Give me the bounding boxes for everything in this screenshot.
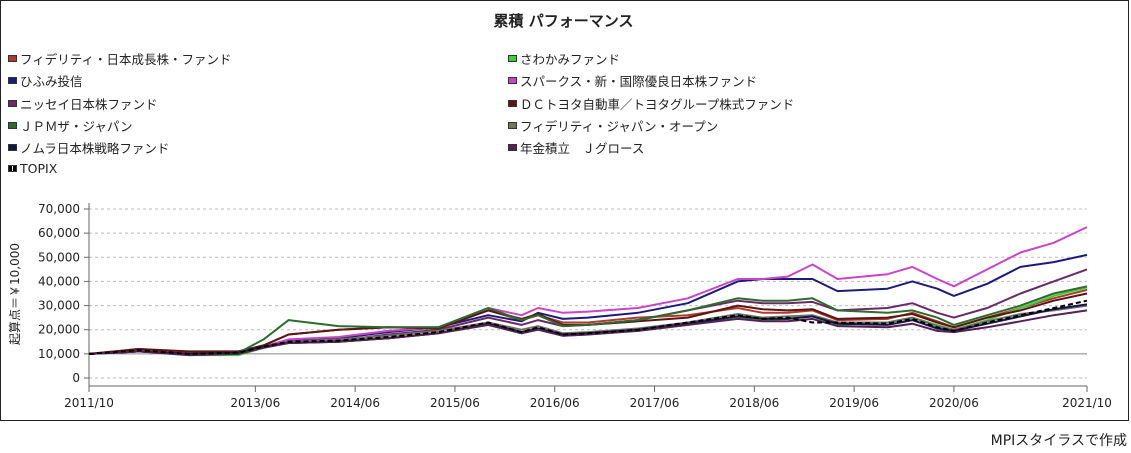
x-tick-label: 2020/06 xyxy=(929,396,979,410)
y-tick-label: 0 xyxy=(72,371,80,385)
credit-text: MPIスタイラスで作成 xyxy=(990,433,1127,449)
legend-item: さわかみファンド xyxy=(508,49,620,68)
legend-item: ニッセイ日本株ファンド xyxy=(8,94,158,113)
y-tick-label: 20,000 xyxy=(38,323,80,337)
legend-item: フィデリティ・ジャパン・オープン xyxy=(508,116,718,135)
legend-label: ノムラ日本株戦略ファンド xyxy=(20,141,170,157)
series-line-fund xyxy=(88,285,1088,355)
y-tick-label: 60,000 xyxy=(38,226,80,240)
x-tick-label: 2021/10 xyxy=(1062,396,1112,410)
y-tick-label: 30,000 xyxy=(38,299,80,313)
legend-label: スパークス・新・国際優良日本株ファンド xyxy=(520,74,758,90)
legend-label: さわかみファンド xyxy=(520,52,621,67)
legend-item: TOPIX xyxy=(8,161,57,176)
legend-item: スパークス・新・国際優良日本株ファンド xyxy=(508,71,757,90)
legend-item: ひふみ投信 xyxy=(8,71,83,90)
legend-swatch xyxy=(508,144,517,152)
legend-item: ＤＣトヨタ自動車／トヨタグループ株式ファンド xyxy=(508,94,794,113)
legend-label: 年金積立 Ｊグロース xyxy=(520,141,645,157)
legend-swatch xyxy=(508,121,517,129)
legend-item: 年金積立 Ｊグロース xyxy=(508,138,644,157)
series-line-fund xyxy=(88,309,1088,357)
series-line-fund xyxy=(88,292,1088,355)
legend-swatch xyxy=(508,55,517,62)
legend-swatch xyxy=(8,77,17,85)
chart-frame xyxy=(0,0,1129,421)
legend-swatch xyxy=(8,99,17,107)
x-tick-label: 2015/06 xyxy=(430,396,480,410)
x-tick-label: 2017/06 xyxy=(630,396,680,410)
y-tick-label: 70,000 xyxy=(38,202,80,216)
series-line-fund xyxy=(88,253,1088,355)
y-axis-title: 起算点＝￥10,000 xyxy=(7,243,22,345)
legend-swatch xyxy=(508,99,517,107)
x-tick-label: 2011/10 xyxy=(64,396,114,410)
series-line-topix xyxy=(88,299,1088,355)
x-tick-label: 2016/06 xyxy=(530,396,580,410)
x-tick-label: 2013/06 xyxy=(230,396,280,410)
series-line-fund xyxy=(88,226,1088,355)
legend-label: TOPIX xyxy=(20,160,58,176)
legend-label: ＪＰＭザ・ジャパン xyxy=(20,118,133,134)
x-tick-label: 2014/06 xyxy=(330,396,380,410)
legend-item: フィデリティ・日本成長株・ファンド xyxy=(8,49,232,68)
legend-item: ノムラ日本株戦略ファンド xyxy=(8,138,169,157)
y-tick-label: 10,000 xyxy=(38,347,80,361)
y-tick-label: 40,000 xyxy=(38,274,80,288)
x-tick-label: 2018/06 xyxy=(729,396,779,410)
legend-swatch xyxy=(8,121,17,129)
chart-title: 累積 パフォーマンス xyxy=(493,12,634,30)
legend-item: ＪＰＭザ・ジャパン xyxy=(8,116,133,135)
legend-swatch xyxy=(8,55,17,62)
x-tick-label: 2019/06 xyxy=(829,396,879,410)
legend-label: ニッセイ日本株ファンド xyxy=(20,96,158,112)
legend-label: ＤＣトヨタ自動車／トヨタグループ株式ファンド xyxy=(520,96,795,112)
legend-swatch xyxy=(508,77,517,85)
legend-label: フィデリティ・日本成長株・ファンド xyxy=(20,52,232,67)
legend-label: ひふみ投信 xyxy=(20,74,83,90)
y-tick-label: 50,000 xyxy=(38,250,80,264)
legend-label: フィデリティ・ジャパン・オープン xyxy=(520,118,719,134)
legend-swatch xyxy=(8,144,17,152)
legend-swatch xyxy=(8,164,17,172)
